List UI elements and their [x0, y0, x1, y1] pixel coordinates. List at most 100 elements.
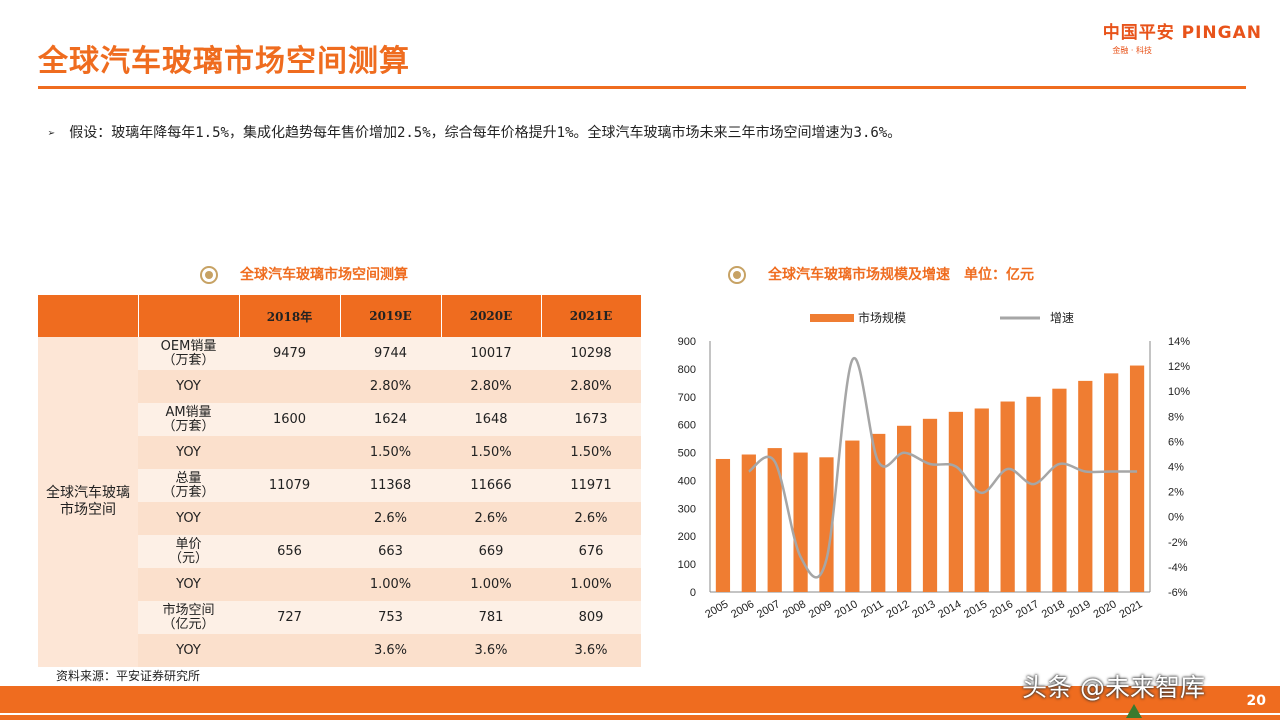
table-cell: 10017 [441, 337, 541, 370]
bar [793, 452, 808, 592]
chart-subtitle: 全球汽车玻璃市场规模及增速 单位：亿元 [728, 264, 1034, 284]
bar [974, 408, 989, 592]
table-subtitle: 全球汽车玻璃市场空间测算 [200, 264, 408, 284]
table-header-5: 2021E [541, 295, 642, 337]
table-row: YOY 1.00% 1.00% 1.00% [38, 568, 641, 601]
y-left-tick-label: 200 [678, 531, 696, 543]
table-row: YOY 2.6% 2.6% 2.6% [38, 502, 641, 535]
table-cell: 727 [239, 601, 340, 634]
x-tick-label: 2011 [859, 598, 885, 620]
y-right-tick-label: -2% [1168, 537, 1188, 549]
x-tick-label: 2010 [833, 598, 860, 621]
bar [741, 454, 756, 592]
table-cell: 11079 [239, 469, 340, 502]
table-row: 单价 （元） 656 663 669 676 [38, 535, 641, 568]
bar [1104, 373, 1119, 592]
table-header-3: 2019E [340, 295, 442, 337]
table-header-1 [138, 295, 240, 337]
table-cell [239, 634, 340, 667]
table-cell: 1673 [541, 403, 641, 436]
table-cell: 2.6% [441, 502, 541, 535]
x-tick-label: 2009 [807, 598, 834, 621]
bar [948, 411, 963, 592]
table-header-4: 2020E [441, 295, 542, 337]
table-cell: 1.50% [340, 436, 441, 469]
watermark: 头条 @未来智库 [1022, 673, 1205, 702]
row-label: 单价 （元） [138, 535, 239, 568]
y-right-tick-label: 0% [1168, 512, 1184, 524]
y-left-tick-label: 100 [678, 559, 696, 571]
table-header-row: 2018年 2019E 2020E 2021E [38, 295, 642, 337]
table-cell: 3.6% [441, 634, 541, 667]
bar [819, 457, 834, 592]
table-cell: 663 [340, 535, 441, 568]
table-cell: 11666 [441, 469, 541, 502]
x-tick-label: 2019 [1066, 598, 1093, 621]
table-cell: 1.50% [541, 436, 641, 469]
table-cell: 2.80% [441, 370, 541, 403]
table-row: 市场空间 （亿元） 727 753 781 809 [38, 601, 641, 634]
table-cell: 10298 [541, 337, 641, 370]
x-tick-label: 2017 [1014, 598, 1041, 621]
table-header-2: 2018年 [239, 295, 341, 337]
table-cell: 11368 [340, 469, 441, 502]
page-number: 20 [1246, 693, 1266, 709]
x-tick-label: 2012 [884, 598, 911, 621]
bar [1000, 401, 1015, 592]
table-cell: 9744 [340, 337, 441, 370]
legend-bar-label: 市场规模 [858, 310, 906, 325]
table-cell: 656 [239, 535, 340, 568]
table-cell: 1624 [340, 403, 441, 436]
x-tick-label: 2008 [781, 598, 808, 621]
y-left-tick-label: 600 [678, 420, 696, 432]
row-label: 总量 （万套） [138, 469, 239, 502]
bar [1129, 365, 1145, 592]
title-rule [38, 86, 1246, 89]
circle-bullet-icon [728, 266, 746, 284]
bar [871, 433, 886, 592]
row-label: YOY [138, 436, 239, 469]
row-label: AM销量 （万套） [138, 403, 239, 436]
table-cell [239, 370, 340, 403]
table-cell: 1.00% [340, 568, 441, 601]
table-cell: 676 [541, 535, 641, 568]
y-left-tick-label: 300 [678, 503, 696, 515]
circle-bullet-icon [200, 266, 218, 284]
logo-text: 中国平安 PINGAN [1102, 23, 1262, 43]
bar [922, 418, 938, 592]
row-label: YOY [138, 568, 239, 601]
growth-line [748, 356, 1138, 579]
x-tick-label: 2005 [703, 598, 730, 621]
bar [767, 448, 782, 592]
footer-line [0, 713, 1280, 715]
table-cell: 781 [441, 601, 541, 634]
y-right-tick-label: 6% [1168, 436, 1184, 448]
table-row: YOY 2.80% 2.80% 2.80% [38, 370, 641, 403]
arrow-bullet-icon: ➢ [48, 126, 56, 140]
table-cell: 3.6% [340, 634, 441, 667]
table-cell: 1.00% [541, 568, 641, 601]
x-tick-label: 2007 [755, 598, 782, 621]
x-tick-label: 2013 [910, 598, 937, 621]
bar [1052, 388, 1067, 592]
bar [715, 458, 731, 592]
row-label: YOY [138, 502, 239, 535]
table-row: AM销量 （万套） 1600 1624 1648 1673 [38, 403, 641, 436]
table-cell: 1648 [441, 403, 541, 436]
row-label: OEM销量 （万套） [138, 337, 239, 370]
y-left-tick-label: 400 [678, 475, 696, 487]
legend-line-label: 增速 [1050, 311, 1074, 325]
table-header-0 [38, 295, 139, 337]
y-right-tick-label: 14% [1168, 336, 1190, 348]
y-right-tick-label: 2% [1168, 487, 1184, 499]
table-cell: 669 [441, 535, 541, 568]
page-title: 全球汽车玻璃市场空间测算 [38, 44, 410, 79]
y-right-tick-label: -6% [1168, 587, 1188, 599]
x-tick-label: 2014 [936, 598, 963, 621]
table-cell [239, 502, 340, 535]
table-row: YOY 3.6% 3.6% 3.6% [38, 634, 641, 667]
logo-subtext: 金融 · 科技 [1112, 46, 1152, 55]
y-left-tick-label: 700 [678, 392, 696, 404]
pingan-logo: 中国平安 PINGAN 金融 · 科技 [1103, 18, 1262, 56]
table-cell: 9479 [239, 337, 340, 370]
